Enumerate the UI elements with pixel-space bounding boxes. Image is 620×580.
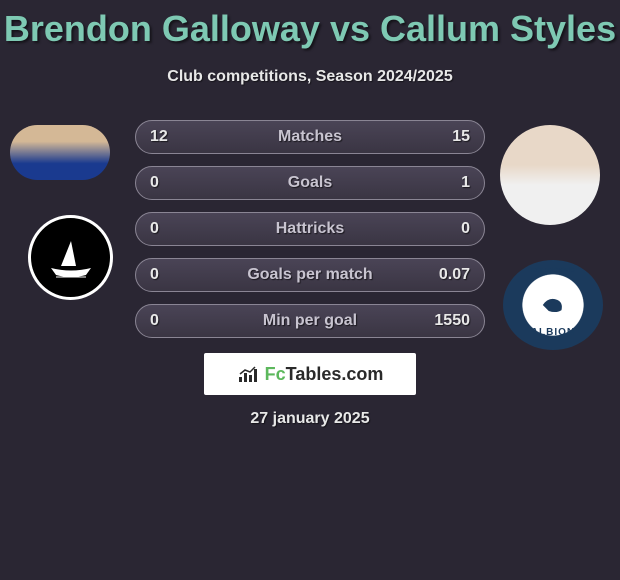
brand-logo: FcTables.com xyxy=(204,353,416,395)
stat-label: Goals xyxy=(288,174,332,192)
stat-left-value: 0 xyxy=(150,266,159,284)
stat-row-hattricks: 0 Hattricks 0 xyxy=(135,212,485,246)
player-left-avatar xyxy=(10,125,110,180)
stat-left-value: 12 xyxy=(150,128,168,146)
brand-text: FcTables.com xyxy=(265,364,384,385)
plymouth-ship-icon xyxy=(46,233,96,283)
stat-row-gpm: 0 Goals per match 0.07 xyxy=(135,258,485,292)
stat-label: Hattricks xyxy=(276,220,344,238)
page-title: Brendon Galloway vs Callum Styles xyxy=(0,0,620,50)
club-right-bottom-text: ALBION xyxy=(531,327,575,338)
stat-right-value: 0 xyxy=(461,220,470,238)
stat-left-value: 0 xyxy=(150,312,159,330)
stats-container: 12 Matches 15 0 Goals 1 0 Hattricks 0 0 … xyxy=(135,120,485,350)
stat-label: Min per goal xyxy=(263,312,357,330)
chart-icon xyxy=(237,365,259,383)
albion-bird-icon xyxy=(536,288,570,322)
footer-date: 27 january 2025 xyxy=(0,410,620,428)
club-left-badge xyxy=(28,215,113,300)
stat-left-value: 0 xyxy=(150,220,159,238)
club-right-top-text: EST BROMWIC xyxy=(531,268,574,274)
stat-row-goals: 0 Goals 1 xyxy=(135,166,485,200)
brand-prefix: Fc xyxy=(265,364,286,384)
stat-left-value: 0 xyxy=(150,174,159,192)
brand-suffix: Tables.com xyxy=(286,364,384,384)
stat-row-matches: 12 Matches 15 xyxy=(135,120,485,154)
page-subtitle: Club competitions, Season 2024/2025 xyxy=(0,68,620,86)
stat-right-value: 1550 xyxy=(434,312,470,330)
player-right-avatar xyxy=(500,125,600,225)
stat-label: Matches xyxy=(278,128,342,146)
club-right-badge: EST BROMWIC ALBION xyxy=(503,260,603,350)
stat-right-value: 15 xyxy=(452,128,470,146)
stat-right-value: 0.07 xyxy=(439,266,470,284)
stat-label: Goals per match xyxy=(247,266,372,284)
stat-right-value: 1 xyxy=(461,174,470,192)
stat-row-mpg: 0 Min per goal 1550 xyxy=(135,304,485,338)
